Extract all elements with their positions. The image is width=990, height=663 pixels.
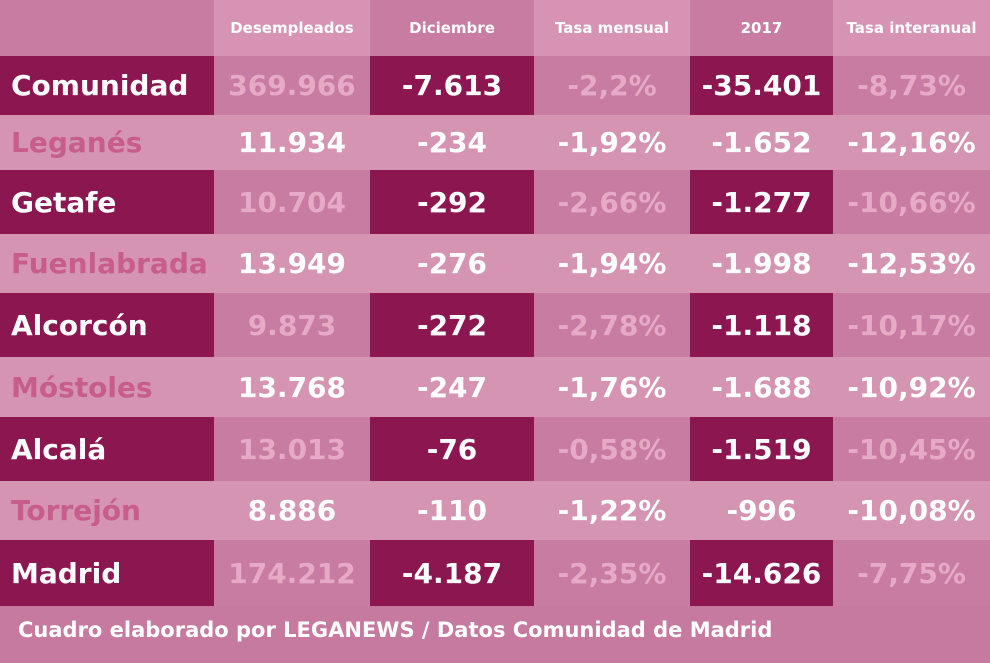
- cell-comunidad-tasa-mensual: -2,2%: [534, 56, 690, 115]
- row-label-getafe: Getafe: [0, 170, 214, 234]
- cell-getafe-tasa-mensual: -2,66%: [534, 170, 690, 234]
- cell-madrid-tasa-mensual: -2,35%: [534, 540, 690, 606]
- cell-alcala-desempleados: 13.013: [214, 417, 370, 481]
- cell-torrejon-diciembre: -110: [370, 481, 534, 540]
- cell-mostoles-diciembre: -247: [370, 357, 534, 417]
- cell-mostoles-tasa-mensual: -1,76%: [534, 357, 690, 417]
- row-label-torrejon: Torrejón: [0, 481, 214, 540]
- cell-leganes-2017: -1.652: [690, 115, 833, 170]
- cell-comunidad-diciembre: -7.613: [370, 56, 534, 115]
- cell-torrejon-tasa-interanual: -10,08%: [833, 481, 990, 540]
- cell-madrid-diciembre: -4.187: [370, 540, 534, 606]
- cell-alcorcon-diciembre: -272: [370, 293, 534, 357]
- header-corner: [0, 0, 214, 56]
- header-tasa-interanual: Tasa interanual: [833, 0, 990, 56]
- cell-getafe-desempleados: 10.704: [214, 170, 370, 234]
- cell-getafe-2017: -1.277: [690, 170, 833, 234]
- header-desempleados: Desempleados: [214, 0, 370, 56]
- cell-madrid-desempleados: 174.212: [214, 540, 370, 606]
- cell-leganes-diciembre: -234: [370, 115, 534, 170]
- row-label-madrid: Madrid: [0, 540, 214, 606]
- cell-torrejon-2017: -996: [690, 481, 833, 540]
- cell-fuenlabrada-tasa-mensual: -1,94%: [534, 234, 690, 293]
- header-2017: 2017: [690, 0, 833, 56]
- cell-getafe-tasa-interanual: -10,66%: [833, 170, 990, 234]
- cell-getafe-diciembre: -292: [370, 170, 534, 234]
- cell-madrid-tasa-interanual: -7,75%: [833, 540, 990, 606]
- row-label-mostoles: Móstoles: [0, 357, 214, 417]
- cell-alcorcon-tasa-interanual: -10,17%: [833, 293, 990, 357]
- cell-mostoles-2017: -1.688: [690, 357, 833, 417]
- cell-fuenlabrada-desempleados: 13.949: [214, 234, 370, 293]
- cell-leganes-tasa-interanual: -12,16%: [833, 115, 990, 170]
- source-footer: Cuadro elaborado por LEGANEWS / Datos Co…: [18, 618, 773, 642]
- cell-torrejon-tasa-mensual: -1,22%: [534, 481, 690, 540]
- cell-mostoles-desempleados: 13.768: [214, 357, 370, 417]
- row-label-fuenlabrada: Fuenlabrada: [0, 234, 214, 293]
- cell-comunidad-tasa-interanual: -8,73%: [833, 56, 990, 115]
- cell-leganes-desempleados: 11.934: [214, 115, 370, 170]
- cell-alcala-diciembre: -76: [370, 417, 534, 481]
- cell-torrejon-desempleados: 8.886: [214, 481, 370, 540]
- row-label-comunidad: Comunidad: [0, 56, 214, 115]
- cell-comunidad-desempleados: 369.966: [214, 56, 370, 115]
- header-diciembre: Diciembre: [370, 0, 534, 56]
- cell-comunidad-2017: -35.401: [690, 56, 833, 115]
- cell-leganes-tasa-mensual: -1,92%: [534, 115, 690, 170]
- cell-mostoles-tasa-interanual: -10,92%: [833, 357, 990, 417]
- cell-alcorcon-2017: -1.118: [690, 293, 833, 357]
- cell-fuenlabrada-tasa-interanual: -12,53%: [833, 234, 990, 293]
- cell-alcorcon-desempleados: 9.873: [214, 293, 370, 357]
- cell-alcorcon-tasa-mensual: -2,78%: [534, 293, 690, 357]
- row-label-alcorcon: Alcorcón: [0, 293, 214, 357]
- cell-fuenlabrada-diciembre: -276: [370, 234, 534, 293]
- cell-alcala-2017: -1.519: [690, 417, 833, 481]
- cell-alcala-tasa-mensual: -0,58%: [534, 417, 690, 481]
- cell-madrid-2017: -14.626: [690, 540, 833, 606]
- cell-alcala-tasa-interanual: -10,45%: [833, 417, 990, 481]
- cell-fuenlabrada-2017: -1.998: [690, 234, 833, 293]
- row-label-alcala: Alcalá: [0, 417, 214, 481]
- row-label-leganes: Leganés: [0, 115, 214, 170]
- header-tasa-mensual: Tasa mensual: [534, 0, 690, 56]
